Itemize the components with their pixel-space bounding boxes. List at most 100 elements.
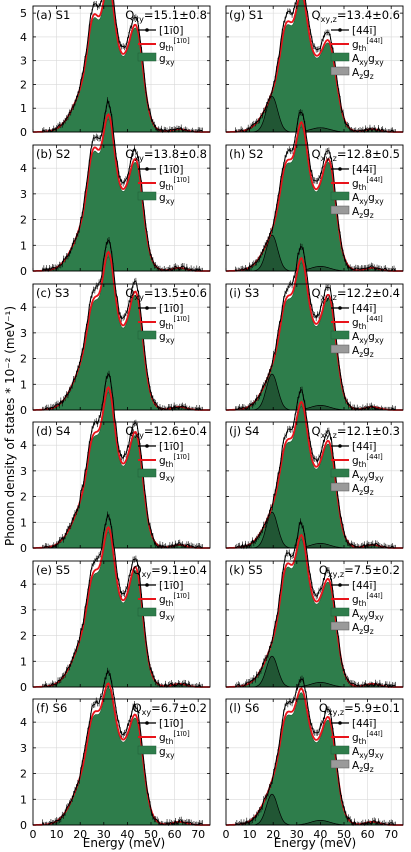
legend-swatch-fill — [330, 191, 350, 201]
y-tick-label: 1 — [20, 516, 27, 529]
panel-title: (g) S1 — [229, 8, 264, 22]
panel-title: (e) S5 — [36, 563, 70, 577]
panel-8: (h) S2 Qxy,z=12.8±0.5[44ī]gth[44ī]AxygxyA… — [225, 109, 404, 272]
legend-swatch-sub — [330, 482, 350, 492]
panel-frame — [225, 5, 404, 133]
x-tick-label: 70 — [384, 828, 398, 841]
q-value-label: Qxy=13.8±0.8 — [125, 147, 207, 163]
legend-marker-data — [145, 306, 149, 310]
y-tick-label: 4 — [20, 439, 27, 452]
panel-title: (k) S5 — [229, 563, 263, 577]
legend-entry: [1ī0] — [159, 303, 183, 315]
panel-frame — [32, 283, 211, 411]
panel-title: (c) S3 — [36, 286, 70, 300]
x-tick-label: 40 — [120, 828, 134, 841]
panel-10: (j) S4 Qxy,z=12.1±0.3[44ī]gth[44ī]AxygxyA… — [225, 386, 404, 550]
legend-entry: Azgz — [352, 622, 374, 636]
legend-entry: gth[44ī] — [352, 176, 383, 192]
y-tick-label: 0 — [20, 265, 27, 278]
q-value-label: Qxy,z=13.4±0.6 — [312, 8, 400, 24]
x-axis-label-left: Energy (meV) — [83, 836, 165, 850]
x-tick-label: 30 — [97, 828, 111, 841]
legend-marker-data — [338, 721, 342, 725]
legend-swatch-fill — [137, 745, 157, 755]
panel-title: (l) S6 — [229, 701, 259, 715]
data-line — [42, 372, 203, 549]
legend-entry: Azgz — [352, 345, 374, 359]
y-tick-label: 0 — [20, 681, 27, 694]
x-tick-label: 50 — [337, 828, 351, 841]
legend-entry: gth[1ī0] — [159, 453, 190, 469]
x-tick-label: 50 — [144, 828, 158, 841]
legend-marker-data — [338, 167, 342, 171]
legend-entry: gth[44ī] — [352, 453, 383, 469]
legend-entry: Axygxy — [352, 746, 384, 760]
legend-entry: Axygxy — [352, 331, 384, 345]
x-tick-label: 70 — [191, 828, 205, 841]
legend-marker-data — [145, 28, 149, 32]
legend-marker-data — [145, 583, 149, 587]
panel-frame — [32, 5, 211, 133]
data-line — [235, 678, 396, 827]
legend-swatch-fill — [330, 330, 350, 340]
legend-entry: Azgz — [352, 67, 374, 81]
panel-title: (j) S4 — [229, 424, 259, 438]
y-tick-label: 0 — [20, 542, 27, 555]
legend-entry: gxy — [159, 746, 175, 760]
legend-swatch-sub — [330, 759, 350, 769]
y-tick-label: 4 — [20, 301, 27, 314]
panel-frame — [225, 421, 404, 549]
y-tick-label: 0 — [20, 404, 27, 417]
y-tick-label: 3 — [20, 604, 27, 617]
data-line — [235, 111, 396, 272]
y-tick-label: 3 — [20, 55, 27, 68]
legend-entry: Axygxy — [352, 192, 384, 206]
legend-entry: gth[1ī0] — [159, 315, 190, 331]
panel-7: (g) S1 Qxy,z=13.4±0.6[44ī]gth[44ī]AxygxyA… — [225, 0, 404, 134]
legend-entry: gth[44ī] — [352, 730, 383, 746]
legend-swatch-sub — [330, 344, 350, 354]
legend-entry: gth[44ī] — [352, 592, 383, 608]
y-tick-label: 4 — [20, 716, 27, 729]
legend-swatch-fill — [330, 52, 350, 62]
x-tick-label: 20 — [266, 828, 280, 841]
legend-entry: [44ī] — [352, 441, 376, 453]
panel-frame — [225, 144, 404, 272]
panel-title: (i) S3 — [229, 286, 259, 300]
y-tick-label: 4 — [20, 578, 27, 591]
data-line — [41, 669, 203, 827]
legend-swatch-fill — [137, 191, 157, 201]
x-tick-label: 60 — [168, 828, 182, 841]
legend-entry: [44ī] — [352, 164, 376, 176]
legend-entry: gth[44ī] — [352, 37, 383, 53]
q-value-label: Qxy=6.7±0.2 — [133, 701, 207, 717]
y-tick-label: 3 — [20, 742, 27, 755]
legend-marker-data — [145, 721, 149, 725]
x-tick-label: 40 — [313, 828, 327, 841]
y-tick-label: 2 — [20, 630, 27, 643]
gxy-area — [33, 118, 210, 272]
panel-9: (i) S3 Qxy,z=12.2±0.4[44ī]gth[44ī]AxygxyA… — [225, 243, 404, 411]
legend-entry: [1ī0] — [159, 164, 183, 176]
legend-entry: [1ī0] — [159, 25, 183, 37]
legend-entry: gth[1ī0] — [159, 592, 190, 608]
y-tick-label: 1 — [20, 655, 27, 668]
legend-entry: Axygxy — [352, 608, 384, 622]
panel-11: (k) S5 Qxy,z=7.5±0.2[44ī]gth[44ī]AxygxyAz… — [225, 518, 404, 689]
legend-entry: gth[44ī] — [352, 315, 383, 331]
legend-marker-data — [338, 444, 342, 448]
panel-title: (b) S2 — [36, 147, 71, 161]
x-axis-label-right: Energy (meV) — [274, 836, 356, 850]
legend-entry: Azgz — [352, 483, 374, 497]
legend-swatch-fill — [330, 745, 350, 755]
legend-entry: gth[1ī0] — [159, 37, 190, 53]
y-tick-label: 4 — [20, 31, 27, 44]
q-value-label: Qxy,z=7.5±0.2 — [319, 563, 400, 579]
x-tick-label: 0 — [30, 828, 37, 841]
legend-entry: [44ī] — [352, 580, 376, 592]
data-line — [235, 0, 396, 134]
panel-1: 0 1 2 3 4 5 (a) S1 Qxy=15.1±0.8[1ī0]gth[1ī0]gxy — [20, 0, 211, 139]
gxy-area — [33, 531, 210, 688]
y-tick-label: 2 — [20, 214, 27, 227]
